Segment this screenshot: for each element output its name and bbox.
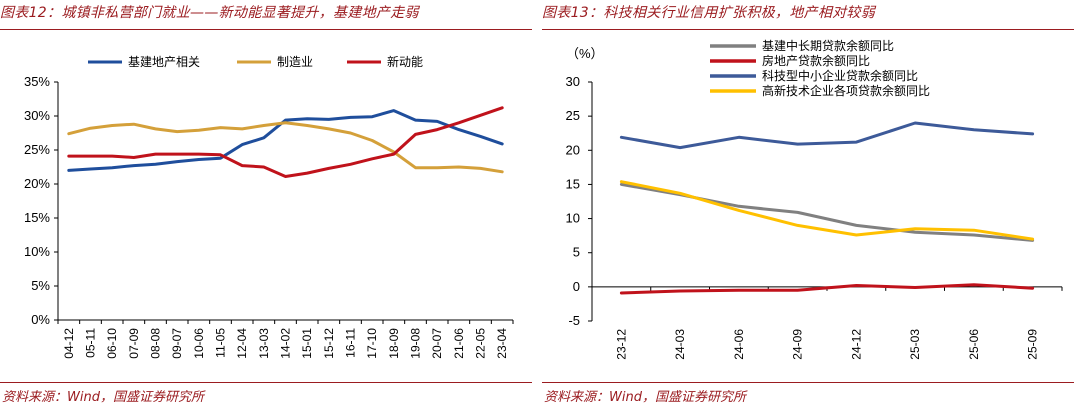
y-tick-label: 30 xyxy=(566,74,580,89)
chart-panel-left: 图表12：城镇非私营部门就业——新动能显著提升，基建地产走弱 0% 5% 10% 15… xyxy=(0,0,538,413)
x-tick-label: 24-12 xyxy=(849,329,863,360)
y-tick-label: 35% xyxy=(24,74,50,89)
y-tick-label: 10% xyxy=(24,244,50,259)
x-tick-label: 17-10 xyxy=(365,328,379,359)
title-divider xyxy=(542,29,1074,30)
x-tick-label: 25-03 xyxy=(908,329,922,360)
chart-title: 图表13：科技相关行业信用扩张积极，地产相对较弱 xyxy=(542,5,876,21)
legend-label: 房地产贷款余额同比 xyxy=(762,53,870,68)
legend-label: 制造业 xyxy=(277,55,313,69)
x-tick-label: 18-09 xyxy=(387,328,401,359)
x-tick-label: 24-06 xyxy=(732,329,746,360)
x-tick-label: 23-12 xyxy=(614,329,628,360)
y-tick-label: 15 xyxy=(566,176,580,191)
y-unit-label: （%） xyxy=(566,46,604,61)
source-divider xyxy=(0,382,532,383)
legend-label: 高新技术企业各项贷款余额同比 xyxy=(762,83,930,98)
x-tick-label: 04-12 xyxy=(62,328,76,359)
legend-label: 基建地产相关 xyxy=(128,55,200,69)
x-tick-label: 05-11 xyxy=(84,328,98,358)
source-note: 资料来源：Wind，国盛证券研究所 xyxy=(544,390,746,405)
y-tick-label: 25 xyxy=(566,108,580,123)
y-tick-label: 20% xyxy=(24,176,50,191)
series-line xyxy=(67,109,504,172)
y-tick-label: 15% xyxy=(24,210,50,225)
x-tick-label: 15-01 xyxy=(300,328,314,359)
x-tick-label: 21-06 xyxy=(452,328,466,359)
x-tick-label: 15-12 xyxy=(322,328,336,359)
y-tick-label: 5 xyxy=(573,245,580,260)
x-tick-label: 24-03 xyxy=(673,329,687,360)
x-tick-label: 24-09 xyxy=(791,329,805,360)
y-tick-label: 25% xyxy=(24,142,50,157)
x-tick-label: 12-04 xyxy=(235,328,249,359)
series-line xyxy=(619,180,1035,241)
chart-panel-right: 图表13：科技相关行业信用扩张积极，地产相对较弱 -5 0 5 10 15 20 25 30 2… xyxy=(542,0,1080,413)
y-tick-label: 20 xyxy=(566,142,580,157)
source-divider xyxy=(542,382,1074,383)
x-tick-label: 19-08 xyxy=(409,328,423,359)
series-line xyxy=(67,121,504,174)
y-tick-label: 0 xyxy=(573,279,580,294)
title-divider xyxy=(0,29,532,30)
x-tick-label: 09-07 xyxy=(170,328,184,359)
line-chart: 0% 5% 10% 15% 20% 25% 30% 35% 04-12 05-11 06-10 07-… xyxy=(24,54,514,359)
x-tick-label: 25-09 xyxy=(1026,329,1040,360)
y-tick-label: 0% xyxy=(31,312,50,327)
y-tick-label: 10 xyxy=(566,211,580,226)
x-tick-label: 11-05 xyxy=(214,328,228,358)
x-tick-label: 23-04 xyxy=(495,328,509,359)
x-tick-label: 07-09 xyxy=(127,328,141,359)
x-tick-label: 14-02 xyxy=(279,328,293,359)
legend-label: 基建中长期贷款余额同比 xyxy=(762,38,894,53)
y-tick-label: 5% xyxy=(31,278,50,293)
x-tick-label: 25-06 xyxy=(967,329,981,360)
chart-title: 图表12：城镇非私营部门就业——新动能显著提升，基建地产走弱 xyxy=(0,5,419,21)
x-tick-label: 20-07 xyxy=(430,328,444,359)
series-line xyxy=(619,283,1035,295)
x-tick-label: 08-08 xyxy=(149,328,163,359)
x-tick-label: 10-06 xyxy=(192,328,206,359)
legend-label: 科技型中小企业贷款余额同比 xyxy=(762,68,918,83)
x-tick-label: 13-03 xyxy=(257,328,271,359)
series-line xyxy=(67,106,504,178)
y-tick-label: 30% xyxy=(24,108,50,123)
x-tick-label: 16-11 xyxy=(344,328,358,358)
line-chart: -5 0 5 10 15 20 25 30 23-12 24-03 24-06 24-09 24-12 2… xyxy=(566,38,1063,360)
x-tick-label: 06-10 xyxy=(105,328,119,359)
series-line xyxy=(619,121,1035,150)
x-tick-label: 22-05 xyxy=(474,328,488,359)
y-tick-label: -5 xyxy=(568,313,580,328)
legend-label: 新动能 xyxy=(387,54,423,69)
source-note: 资料来源：Wind，国盛证券研究所 xyxy=(2,390,204,405)
